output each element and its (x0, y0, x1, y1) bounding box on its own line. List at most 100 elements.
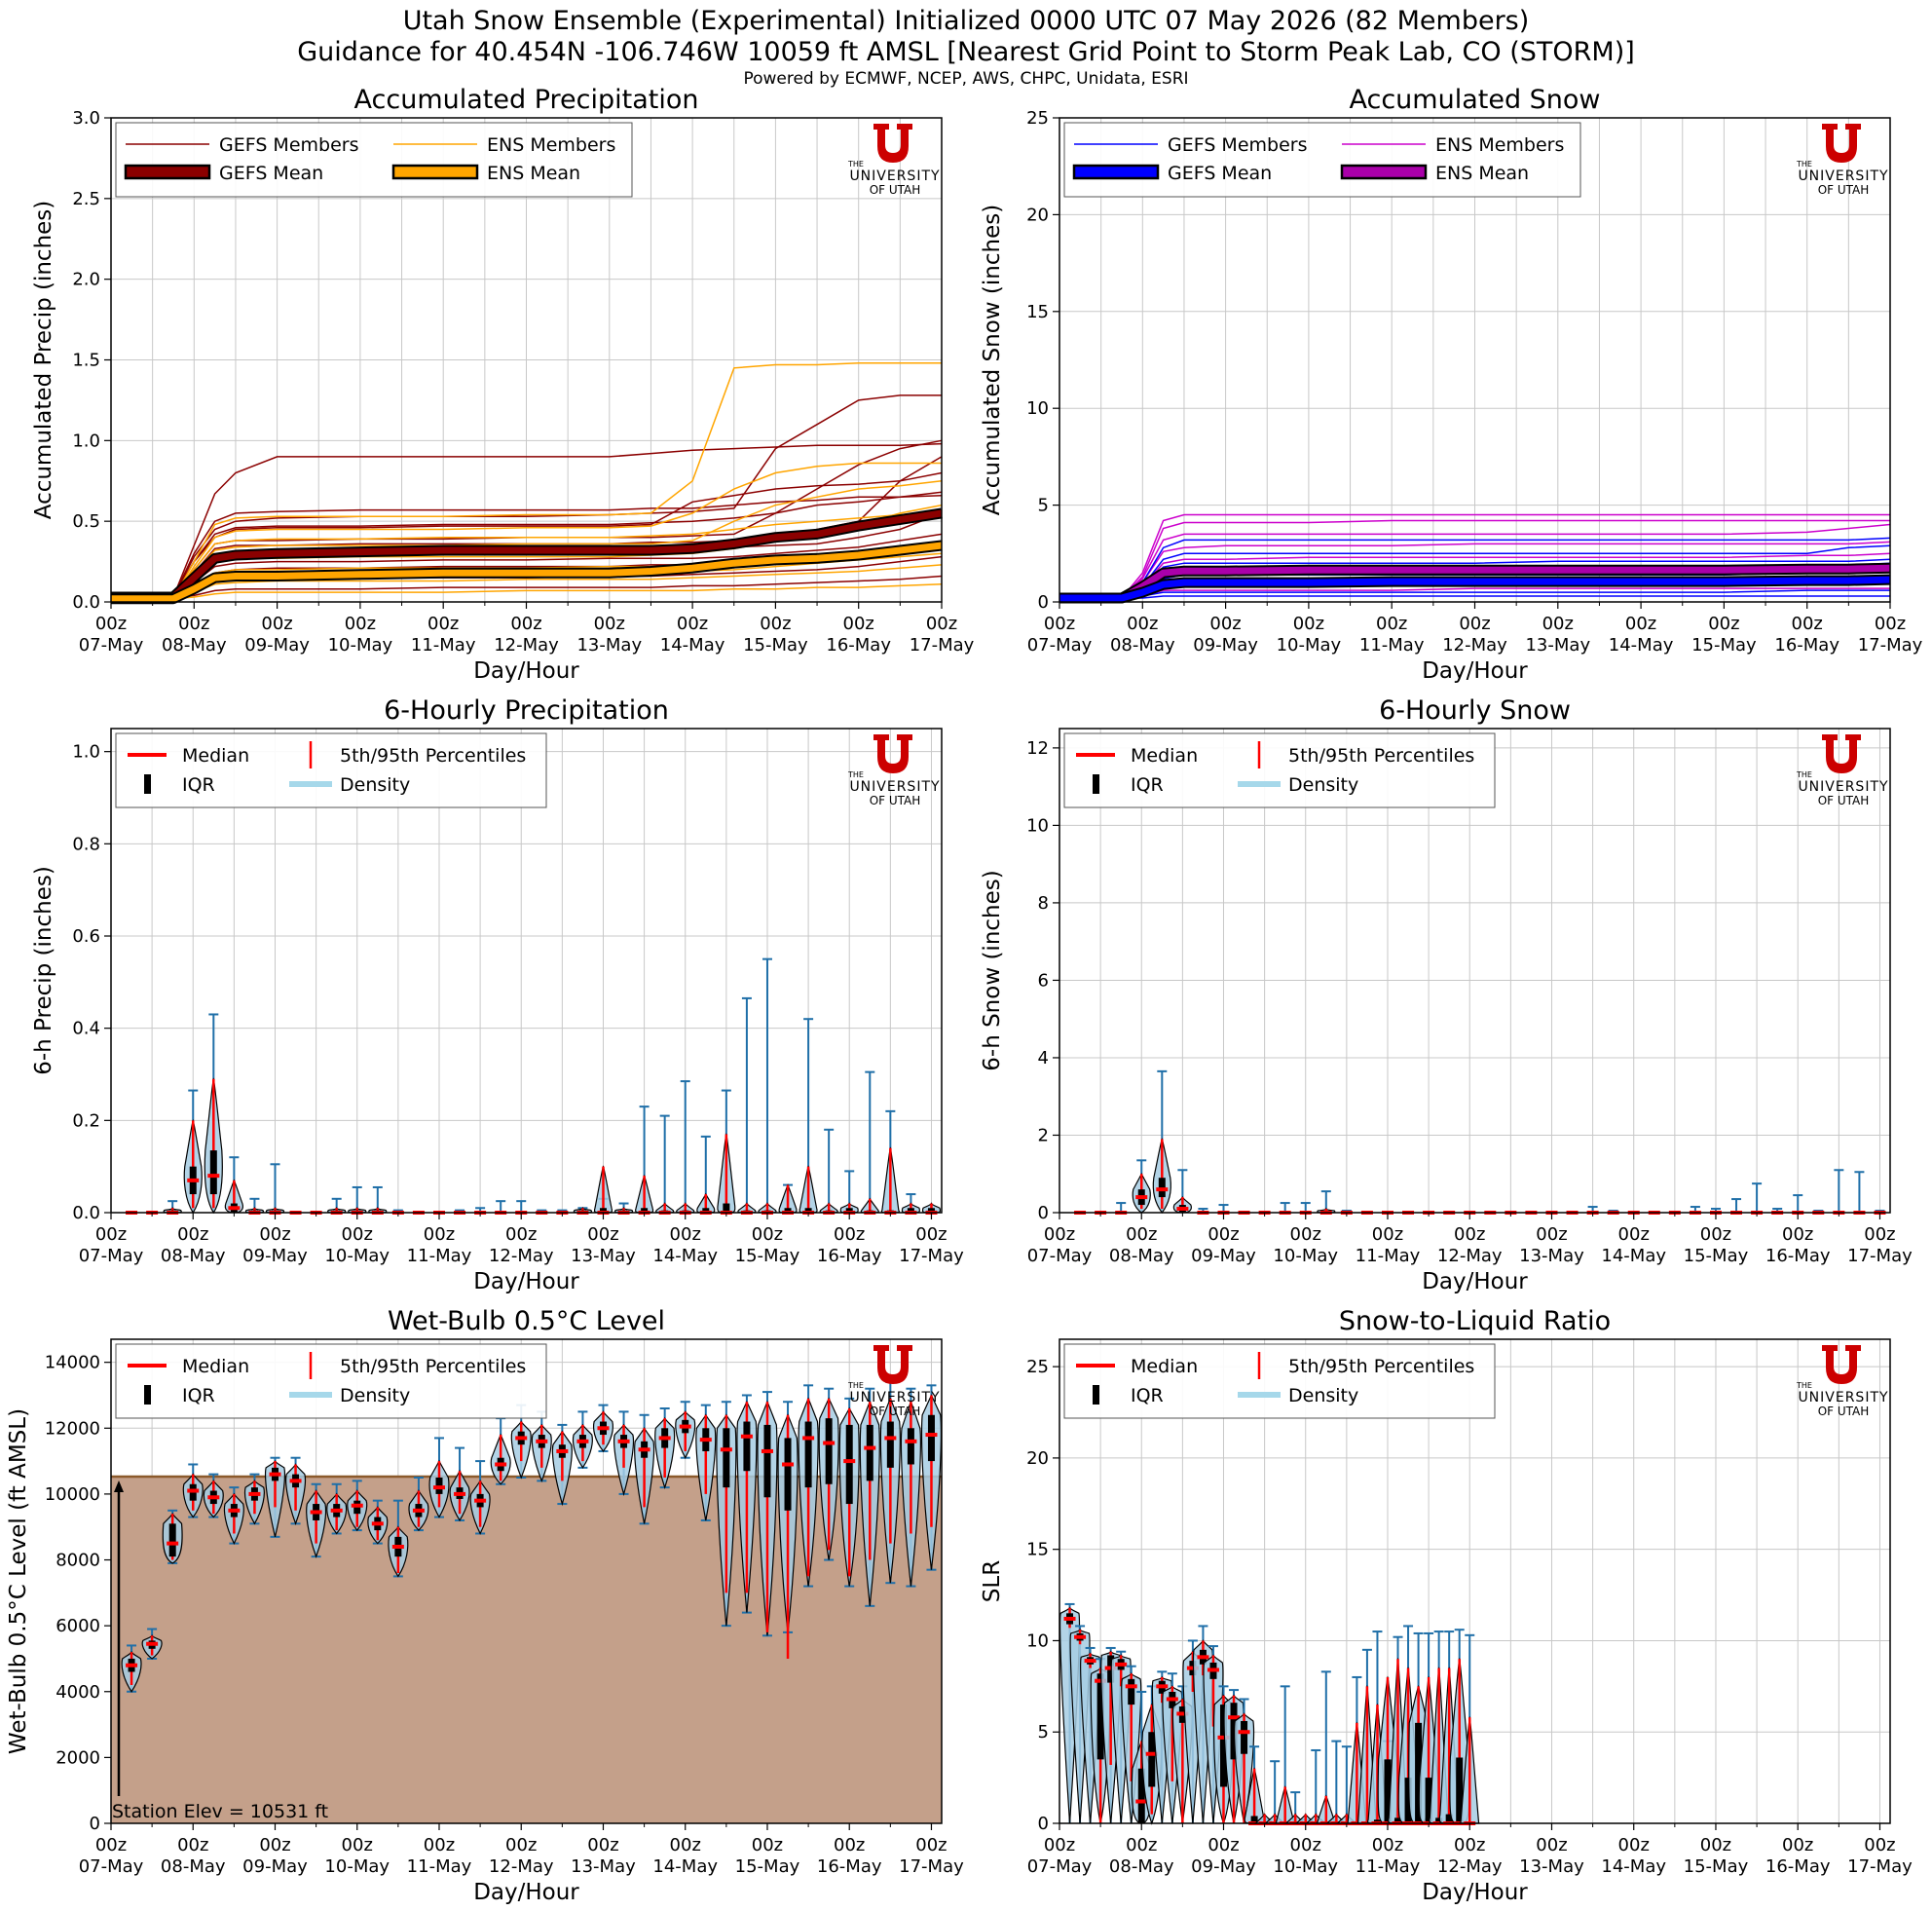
logo-text-university: UNIVERSITY (1798, 779, 1888, 795)
x-tick-label-day: 09-May (1193, 635, 1258, 656)
iqr-box (1128, 1678, 1135, 1705)
legend-entry: IQR (182, 1385, 215, 1406)
logo-text-the: THE (1796, 1381, 1812, 1390)
x-tick-label-day: 07-May (1027, 1246, 1093, 1266)
legend: Median 5th/95th Percentiles IQR Density (115, 732, 547, 808)
x-tick-label-day: 17-May (910, 635, 975, 656)
violin (736, 1394, 758, 1614)
figure-credits: Powered by ECMWF, NCEP, AWS, CHPC, Unida… (743, 69, 1189, 89)
violin (204, 1013, 223, 1215)
x-tick-label-hour: 00z (670, 1224, 701, 1245)
iqr-box (1137, 1768, 1145, 1823)
legend-entry: GEFS Members (1168, 134, 1307, 156)
y-tick-label: 2.0 (72, 270, 100, 290)
legend-box (115, 732, 547, 808)
x-tick-label-day: 09-May (242, 1246, 308, 1266)
block-u-icon (873, 734, 912, 773)
legend-entry: 5th/95th Percentiles (340, 1356, 526, 1377)
gefs-member-line (111, 494, 943, 598)
violin (243, 1473, 265, 1525)
x-tick-label-day: 08-May (1110, 635, 1175, 656)
iqr-box (168, 1523, 176, 1557)
iqr-box (599, 1208, 607, 1213)
x-tick-label-day: 11-May (411, 635, 476, 656)
legend-box (115, 1343, 547, 1419)
figure-title-line2: Guidance for 40.454N -106.746W 10059 ft … (297, 37, 1635, 67)
legend-entry: Density (340, 774, 410, 796)
y-tick-label: 5 (1038, 496, 1049, 516)
y-tick-label: 10 (1026, 398, 1049, 419)
plot-border (1059, 728, 1891, 1214)
legend-entry: Density (340, 1385, 410, 1406)
x-axis-label: Day/Hour (473, 1269, 579, 1294)
figure-title-line1: Utah Snow Ensemble (Experimental) Initia… (402, 6, 1530, 36)
y-tick-label: 20 (1026, 205, 1049, 225)
iqr-box (1435, 1817, 1443, 1823)
x-tick-label-hour: 00z (1126, 1835, 1157, 1855)
block-u-icon (873, 124, 912, 163)
legend-swatch-mean (1072, 164, 1160, 180)
legend-entry: ENS Members (1435, 134, 1564, 156)
y-tick-label: 8000 (56, 1551, 100, 1571)
x-tick-label-hour: 00z (587, 1224, 618, 1245)
violin (203, 1473, 224, 1518)
x-tick-label-day: 12-May (489, 1246, 554, 1266)
x-tick-label-hour: 00z (834, 1224, 865, 1245)
violin (121, 1644, 142, 1693)
violin (819, 1128, 838, 1215)
logo-text-university: UNIVERSITY (1798, 1390, 1888, 1405)
x-tick-label-day: 15-May (1691, 635, 1757, 656)
violin (449, 1446, 470, 1522)
x-tick-label-day: 08-May (1109, 1246, 1174, 1266)
legend: GEFS Members ENS Members GEFS Mean ENS Mean (115, 122, 633, 198)
y-tick-label: 0.6 (72, 926, 100, 947)
x-tick-label-day: 07-May (1027, 1856, 1093, 1877)
x-tick-label-hour: 00z (1864, 1224, 1895, 1245)
x-tick-label-hour: 00z (670, 1835, 701, 1855)
x-tick-label-hour: 00z (1536, 1224, 1567, 1245)
x-tick-label-hour: 00z (1044, 614, 1075, 634)
iqr-box (763, 1424, 771, 1498)
ens-member-line (1059, 523, 1891, 599)
legend-box (1063, 122, 1581, 198)
legend-entry: 5th/95th Percentiles (1288, 745, 1474, 767)
x-tick-label-hour: 00z (1782, 1835, 1813, 1855)
x-tick-label-hour: 00z (424, 1224, 455, 1245)
x-tick-label-hour: 00z (926, 614, 957, 634)
violin (347, 1480, 368, 1532)
x-tick-label-hour: 00z (424, 1835, 455, 1855)
x-tick-label-hour: 00z (510, 614, 541, 634)
gefs-member-line (1059, 595, 1890, 599)
x-tick-label-hour: 00z (834, 1835, 865, 1855)
y-tick-label: 25 (1026, 108, 1049, 129)
plot-area (111, 729, 942, 1213)
x-tick-label-hour: 00z (915, 1224, 947, 1245)
legend-entry: Density (1288, 774, 1358, 796)
logo-text-the: THE (847, 1381, 864, 1390)
x-tick-label-hour: 00z (95, 614, 127, 634)
x-tick-label-day: 10-May (324, 1246, 390, 1266)
x-tick-label-hour: 00z (95, 1224, 127, 1245)
gefs-member-line (111, 575, 943, 598)
logo-text-university: UNIVERSITY (849, 169, 940, 184)
plot-border (1059, 1338, 1891, 1824)
x-tick-label-day: 12-May (494, 635, 559, 656)
station-arrow-head (114, 1480, 124, 1492)
panel-six_hourly_snow: 02468101200z07-May00z08-May00z09-May00z1… (980, 695, 1913, 1294)
x-tick-label-hour: 00z (1625, 614, 1656, 634)
panel-title: Snow-to-Liquid Ratio (1339, 1306, 1611, 1336)
violin (634, 1413, 655, 1525)
x-tick-label-day: 12-May (1442, 635, 1507, 656)
legend-swatch-mean (1340, 164, 1428, 180)
logo-text-university: UNIVERSITY (849, 1390, 940, 1405)
x-tick-label-day: 16-May (817, 1246, 882, 1266)
panel-six_hourly_precip: 0.00.20.40.60.81.000z07-May00z08-May00z0… (31, 695, 964, 1294)
plot-border (110, 1338, 943, 1824)
x-tick-label-day: 08-May (1109, 1856, 1174, 1877)
x-tick-label-hour: 00z (261, 614, 292, 634)
x-tick-label-hour: 00z (178, 614, 209, 634)
logo-text-of-utah: OF UTAH (1818, 794, 1870, 807)
violin (367, 1499, 389, 1545)
x-tick-label-day: 09-May (244, 635, 310, 656)
